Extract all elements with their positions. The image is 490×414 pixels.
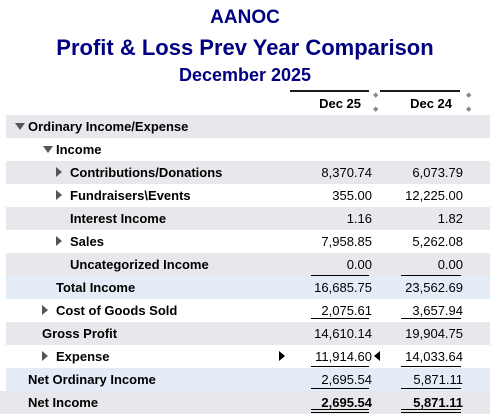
selection-marker-right-icon (279, 351, 285, 361)
value-dec-25[interactable]: 2,695.54 (321, 372, 372, 387)
subtotal-underline (401, 366, 461, 367)
row-ordinary-income-expense[interactable]: Ordinary Income/Expense (6, 115, 490, 138)
subtotal-underline (311, 275, 369, 276)
value-dec-25[interactable]: 16,685.75 (314, 280, 372, 295)
subtotal-underline (401, 275, 461, 276)
row-net-ordinary-income[interactable]: Net Ordinary Income 2,695.54 5,871.11 (6, 368, 490, 391)
value-dec-24[interactable]: 1.82 (437, 211, 463, 226)
row-label: Contributions/Donations (70, 165, 223, 180)
expand-triangle-icon[interactable] (42, 305, 48, 315)
row-label: Uncategorized Income (70, 257, 209, 272)
row-contributions-donations[interactable]: Contributions/Donations 8,370.74 6,073.7… (6, 161, 490, 184)
collapse-triangle-icon[interactable] (15, 123, 25, 130)
row-label: Cost of Goods Sold (56, 303, 178, 318)
value-dec-25[interactable]: 1.16 (346, 211, 372, 226)
column-resize-handle-icon[interactable] (466, 90, 470, 114)
row-total-income[interactable]: Total Income 16,685.75 23,562.69 (6, 276, 490, 299)
value-dec-25[interactable]: 11,914.60 (315, 349, 372, 364)
value-dec-24[interactable]: 5,262.08 (412, 234, 463, 249)
column-header-dec-24[interactable]: Dec 24 (380, 90, 460, 116)
value-dec-25[interactable]: 0.00 (346, 257, 372, 272)
value-dec-25[interactable]: 2,075.61 (321, 303, 372, 318)
subtotal-underline (401, 318, 461, 319)
row-label: Ordinary Income/Expense (28, 119, 189, 134)
row-expense[interactable]: Expense 11,914.60 14,033.64 (6, 345, 490, 368)
value-dec-24[interactable]: 6,073.79 (412, 165, 463, 180)
row-label: Net Income (28, 395, 99, 410)
column-resize-handle-icon[interactable] (373, 90, 377, 114)
column-header-dec-25[interactable]: Dec 25 (290, 90, 369, 116)
value-dec-24[interactable]: 5,871.11 (413, 395, 463, 410)
row-label: Expense (56, 349, 110, 364)
row-cost-of-goods-sold[interactable]: Cost of Goods Sold 2,075.61 3,657.94 (6, 299, 490, 322)
row-net-income[interactable]: Net Income 2,695.54 5,871.11 (0, 391, 490, 414)
column-header-label: Dec 25 (319, 96, 361, 111)
subtotal-underline (311, 388, 369, 389)
value-dec-24[interactable]: 19,904.75 (405, 326, 463, 341)
value-dec-24[interactable]: 3,657.94 (412, 303, 463, 318)
column-header-label: Dec 24 (410, 96, 452, 111)
total-double-underline (401, 409, 461, 413)
row-label: Gross Profit (42, 326, 118, 341)
row-interest-income[interactable]: Interest Income 1.16 1.82 (6, 207, 490, 230)
row-label: Sales (70, 234, 104, 249)
value-dec-25[interactable]: 2,695.54 (321, 395, 372, 410)
row-fundraisers-events[interactable]: Fundraisers\Events 355.00 12,225.00 (6, 184, 490, 207)
expand-triangle-icon[interactable] (56, 190, 62, 200)
row-label: Income (56, 142, 102, 157)
value-dec-24[interactable]: 0.00 (437, 257, 463, 272)
subtotal-underline (401, 388, 461, 389)
row-label: Net Ordinary Income (28, 372, 156, 387)
row-income[interactable]: Income (6, 138, 490, 161)
row-uncategorized-income[interactable]: Uncategorized Income 0.00 0.00 (6, 253, 490, 276)
row-label: Fundraisers\Events (70, 188, 191, 203)
total-double-underline (311, 409, 369, 413)
value-dec-24[interactable]: 23,562.69 (405, 280, 463, 295)
value-dec-25[interactable]: 355.00 (332, 188, 372, 203)
value-dec-24[interactable]: 12,225.00 (405, 188, 463, 203)
expand-triangle-icon[interactable] (56, 167, 62, 177)
value-dec-25[interactable]: 14,610.14 (314, 326, 372, 341)
row-sales[interactable]: Sales 7,958.85 5,262.08 (6, 230, 490, 253)
expand-triangle-icon[interactable] (56, 236, 62, 246)
value-dec-24[interactable]: 5,871.11 (413, 372, 463, 387)
value-dec-25[interactable]: 7,958.85 (321, 234, 372, 249)
row-gross-profit[interactable]: Gross Profit 14,610.14 19,904.75 (6, 322, 490, 345)
report-period: December 2025 (178, 65, 312, 85)
value-dec-24[interactable]: 14,033.64 (405, 349, 463, 364)
subtotal-underline (311, 318, 369, 319)
row-label: Total Income (56, 280, 136, 295)
row-label: Interest Income (70, 211, 167, 226)
selection-marker-left-icon (374, 351, 380, 361)
company-name: AANOC (210, 7, 280, 28)
value-dec-25[interactable]: 8,370.74 (321, 165, 372, 180)
subtotal-underline (311, 366, 369, 367)
collapse-triangle-icon[interactable] (43, 146, 53, 153)
expand-triangle-icon[interactable] (42, 351, 48, 361)
report-title: Profit & Loss Prev Year Comparison (56, 35, 434, 60)
